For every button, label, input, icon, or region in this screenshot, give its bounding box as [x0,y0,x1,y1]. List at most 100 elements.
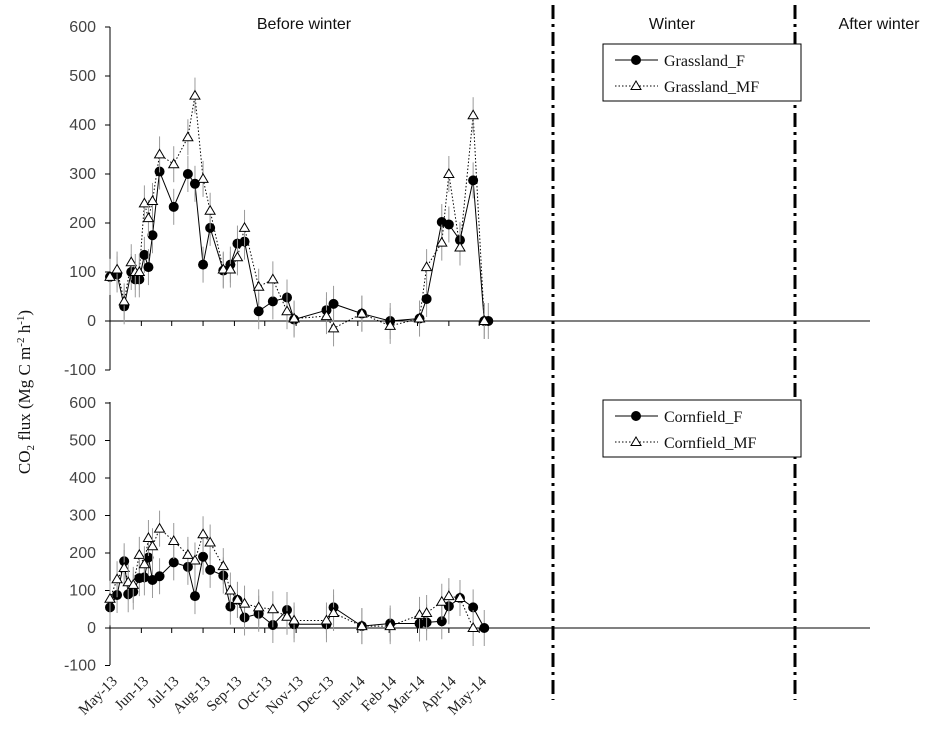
data-point [384,319,397,330]
y-tick-label: -100 [64,362,96,379]
data-point [468,175,479,186]
top-y-ticks: 600 500 400 300 200 100 0 -100 [64,19,110,379]
y-tick-label: 300 [69,166,96,183]
x-tick-label: May-13 [76,674,121,719]
data-point [442,168,455,178]
y-tick-label: 100 [69,264,96,281]
data-point [197,528,209,539]
period-label-before-winter: Before winter [257,16,352,33]
data-point [443,219,454,230]
legend-grassland-mf: Grassland_MF [664,79,759,96]
data-point [355,307,368,318]
data-point [182,548,194,559]
data-point [267,296,278,307]
y-tick-label: 0 [87,620,96,637]
data-point [146,540,159,551]
data-point [478,315,491,325]
data-point [138,558,151,569]
data-point [355,620,368,631]
data-point [168,557,179,568]
top-legend-box [602,43,802,102]
data-point [327,607,340,617]
y-label-mid: h [15,324,34,337]
data-point [104,270,116,281]
y-tick-label: 400 [69,117,96,134]
bottom-legend-box [602,399,802,458]
data-point [281,610,293,621]
data-point [153,522,166,533]
data-point [204,536,217,547]
data-point [224,584,237,595]
data-point [182,169,193,179]
data-point [146,194,159,205]
x-tick-label: Sep-13 [204,674,245,715]
data-point [327,322,340,333]
data-point [154,571,165,582]
data-point [168,201,179,212]
data-point [421,293,432,304]
legend-cornfield-f: Cornfield_F [664,409,742,426]
y-tick-label: 200 [69,215,96,232]
data-point [231,251,244,262]
data-point [435,595,448,606]
data-point [138,197,151,208]
series-layer [104,77,494,646]
data-point [238,221,251,232]
data-point [182,131,194,142]
data-point [281,305,293,316]
data-point [198,551,209,562]
data-point [189,178,200,189]
data-point [468,602,479,613]
data-point [442,590,455,601]
x-tick-labels: May-13Jun-13Jul-13Aug-13Sep-13Oct-13Nov-… [76,673,490,718]
y-tick-label: 0 [87,313,96,330]
legend-grassland-mf-marker [630,80,642,90]
bottom-legend: Cornfield_F Cornfield_MF [602,399,802,458]
y-tick-label: 400 [69,470,96,487]
data-point [252,601,265,612]
legend-cornfield-mf: Cornfield_MF [664,435,757,452]
data-point [127,578,140,589]
data-point [133,548,146,559]
y-tick-label: 500 [69,433,96,450]
data-point [266,273,279,284]
y-label-sup2: -1 [15,316,27,325]
data-point [253,306,264,317]
data-point [454,241,466,252]
y-tick-label: -100 [64,658,96,675]
data-point [205,564,216,575]
period-label-after-winter: After winter [839,16,921,33]
series-line-grassland-mf [109,95,485,330]
data-point [111,573,123,584]
data-point [198,259,209,270]
data-point [320,614,333,625]
data-point [288,614,300,625]
y-label-co: CO [15,450,34,474]
data-point [266,603,279,614]
data-point [189,591,200,602]
data-point [413,312,426,323]
data-point [142,532,155,542]
data-point [167,535,180,545]
data-point [420,261,433,272]
data-point [454,592,466,602]
top-legend: Grassland_F Grassland_MF [602,43,802,102]
period-label-winter: Winter [649,16,696,33]
y-tick-label: 600 [69,19,96,36]
data-point [231,593,244,604]
data-point [217,263,230,274]
data-point [224,263,237,274]
data-point [252,280,265,291]
legend-grassland-f: Grassland_F [664,53,745,70]
data-point [153,148,166,159]
series-line-cornfield-f [109,555,485,629]
data-point [118,562,131,572]
y-tick-label: 500 [69,68,96,85]
data-point [143,262,154,273]
legend-cornfield-mf-marker [630,436,642,446]
data-point [125,256,138,267]
data-point [320,310,333,321]
data-point [384,620,397,631]
y-tick-label: 200 [69,545,96,562]
